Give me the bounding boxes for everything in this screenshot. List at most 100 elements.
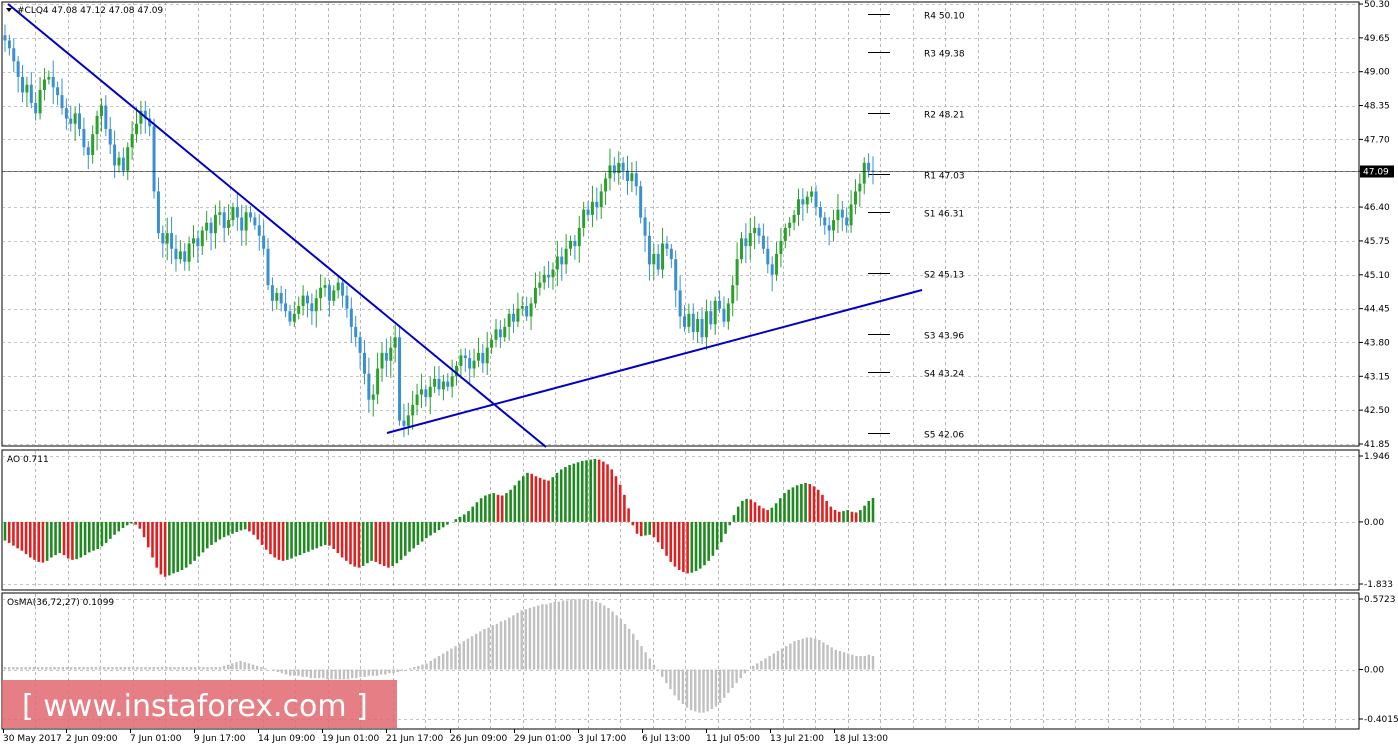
candle-body <box>73 113 77 124</box>
time-tick-label: 9 Jun 17:00 <box>194 734 246 744</box>
candle-body <box>630 173 634 182</box>
candle-body <box>402 420 406 426</box>
candle-body <box>310 303 314 312</box>
candles <box>3 24 875 438</box>
symbol-header: #CLQ4 47.08 47.12 47.08 47.09 <box>17 6 163 16</box>
candle-body <box>547 274 551 278</box>
triangle-down-icon[interactable] <box>6 8 12 12</box>
candle-body <box>275 292 279 301</box>
candle-body <box>266 248 270 286</box>
candle-body <box>113 144 117 166</box>
candle-body <box>840 209 844 218</box>
time-tick-label: 21 Jun 17:00 <box>386 734 443 744</box>
candle-body <box>170 233 174 249</box>
candle-body <box>783 227 787 241</box>
watermark-text: [ www.instaforex.com ] <box>22 689 368 724</box>
candle-body <box>16 61 20 77</box>
candle-body <box>604 178 608 192</box>
candle-body <box>533 287 537 304</box>
candle-body <box>862 162 866 184</box>
candle-body <box>503 326 507 338</box>
osma-y-axis: 0.5723 0.00 -0.4015 <box>1359 595 1398 725</box>
candle-body <box>582 209 586 228</box>
candle-body <box>867 162 871 171</box>
candle-body <box>446 381 450 387</box>
candle-body <box>788 222 792 228</box>
candle-body <box>393 337 397 348</box>
candle-body <box>621 162 625 171</box>
candle-body <box>209 222 213 234</box>
candle-body <box>424 389 428 398</box>
candle-body <box>832 220 836 231</box>
candle-body <box>696 319 700 333</box>
candle-body <box>744 238 748 247</box>
candle-body <box>47 76 51 80</box>
price-tick-label: 47.70 <box>1364 135 1390 145</box>
osma-tick-label: -0.4015 <box>1364 715 1398 725</box>
candle-body <box>766 248 770 265</box>
price-tick-label: 45.10 <box>1364 271 1390 281</box>
candle-body <box>292 313 296 322</box>
price-tick-label: 50.30 <box>1364 0 1390 10</box>
candle-body <box>240 217 244 231</box>
candle-body <box>389 347 393 361</box>
candle-body <box>700 319 704 338</box>
candle-body <box>345 295 349 309</box>
pivot-label: S2 45.13 <box>924 271 964 281</box>
candle-body <box>490 339 494 348</box>
ao-y-axis: 1.946 0.00 -1.833 <box>1359 452 1393 590</box>
candle-body <box>135 123 139 135</box>
candle-body <box>406 415 410 426</box>
time-tick-label: 18 Jul 13:00 <box>834 734 888 744</box>
osma-tick-label: 0.00 <box>1364 666 1384 676</box>
candle-body <box>853 191 857 205</box>
candle-body <box>354 326 358 338</box>
candle-body <box>507 313 511 327</box>
candle-body <box>411 404 415 416</box>
candle-body <box>257 225 261 236</box>
candle-body <box>796 199 800 215</box>
candle-body <box>248 212 252 218</box>
pivot-label: S1 46.31 <box>924 210 964 220</box>
candle-body <box>148 118 152 127</box>
candle-body <box>599 191 603 208</box>
candle-body <box>262 235 266 249</box>
candle-body <box>235 207 239 218</box>
candle-body <box>34 102 38 114</box>
candle-body <box>634 173 638 187</box>
candle-body <box>371 394 375 400</box>
candle-body <box>529 303 533 317</box>
candle-body <box>319 287 323 299</box>
downtrend-line[interactable] <box>7 3 547 448</box>
candle-body <box>569 240 573 249</box>
current-price-value: 47.09 <box>1363 168 1389 178</box>
candle-body <box>498 329 502 338</box>
candle-body <box>42 79 46 90</box>
candle-body <box>577 227 581 247</box>
time-tick-label: 29 Jun 01:00 <box>514 734 571 744</box>
candle-body <box>494 329 498 340</box>
price-tick-label: 46.40 <box>1364 203 1390 213</box>
ao-panel[interactable] <box>1 449 1360 591</box>
candle-body <box>590 201 594 215</box>
ao-tick-label: 0.00 <box>1364 518 1384 528</box>
pivot-label: R1 47.03 <box>924 172 965 182</box>
candle-body <box>564 248 568 265</box>
time-tick-label: 13 Jul 21:00 <box>770 734 824 744</box>
uptrend-line[interactable] <box>386 289 923 434</box>
candle-body <box>656 253 660 270</box>
time-tick-label: 19 Jun 01:00 <box>322 734 379 744</box>
price-tick-label: 41.85 <box>1364 440 1390 450</box>
time-tick-label: 7 Jun 01:00 <box>130 734 182 744</box>
candle-body <box>156 191 160 234</box>
candle-body <box>415 394 419 405</box>
candle-body <box>3 35 7 41</box>
candle-body <box>674 259 678 291</box>
candle-body <box>713 300 717 325</box>
candle-body <box>358 337 362 353</box>
candle-body <box>709 311 713 325</box>
candle-body <box>485 347 489 364</box>
candle-body <box>647 235 651 265</box>
